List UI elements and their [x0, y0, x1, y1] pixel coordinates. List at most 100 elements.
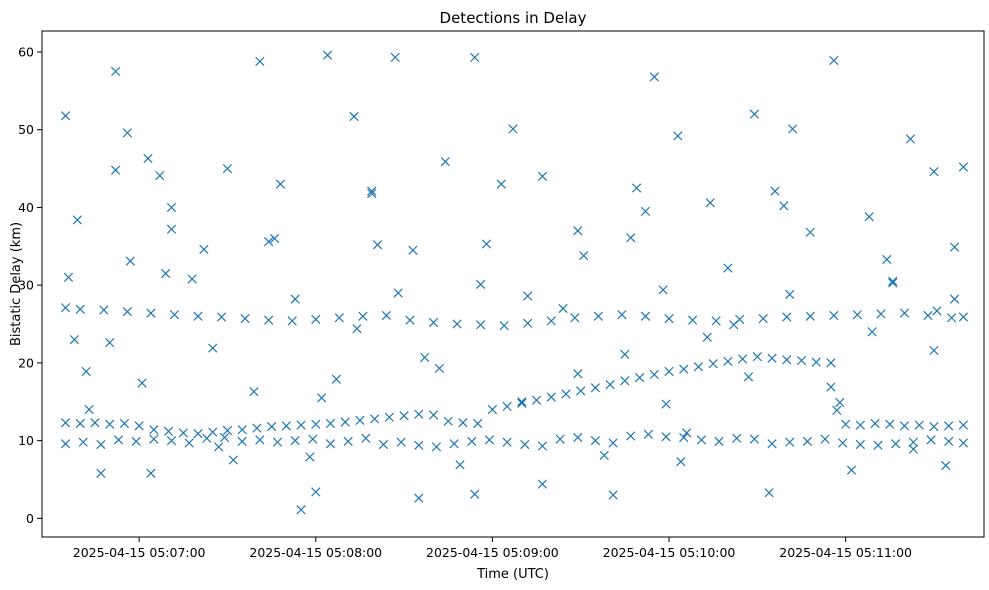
- data-point: [414, 440, 424, 450]
- data-point: [481, 239, 492, 249]
- data-point: [502, 437, 512, 447]
- data-point: [888, 278, 898, 288]
- data-point: [537, 441, 548, 451]
- data-point: [899, 421, 910, 431]
- data-point: [193, 311, 203, 321]
- y-axis-ticks: 0 10 20 30 40 50 60: [18, 44, 42, 526]
- data-point: [682, 428, 692, 438]
- data-point: [820, 434, 830, 444]
- data-point: [428, 410, 439, 420]
- data-point: [60, 439, 71, 449]
- data-point: [219, 432, 230, 443]
- data-point: [929, 167, 939, 177]
- data-point: [434, 363, 445, 373]
- data-point: [923, 310, 933, 321]
- data-point: [958, 162, 969, 172]
- data-point: [723, 356, 733, 366]
- y-tick-label: 0: [26, 511, 34, 526]
- data-point: [475, 320, 486, 330]
- data-point: [664, 366, 674, 377]
- x-tick-label: 2025-04-15 05:10:00: [603, 545, 736, 560]
- data-point: [449, 439, 459, 449]
- data-point: [428, 317, 439, 328]
- data-point: [355, 415, 365, 426]
- data-point: [785, 437, 795, 447]
- data-point: [458, 418, 468, 428]
- data-point: [78, 437, 88, 447]
- data-point: [826, 382, 836, 392]
- data-point: [184, 438, 194, 448]
- data-point: [69, 334, 80, 345]
- data-point: [705, 198, 715, 208]
- data-point: [317, 393, 327, 403]
- x-axis-title: Time (UTC): [476, 567, 549, 582]
- data-point: [520, 439, 530, 450]
- data-point: [764, 488, 774, 498]
- data-point: [81, 366, 91, 377]
- data-point: [891, 439, 901, 449]
- data-point: [381, 310, 392, 321]
- data-point: [711, 316, 721, 326]
- y-tick-label: 60: [18, 44, 34, 59]
- x-axis-ticks: 2025-04-15 05:07:00 2025-04-15 05:08:00 20…: [73, 537, 912, 560]
- data-point: [626, 431, 636, 441]
- data-point: [899, 308, 910, 318]
- data-point: [714, 436, 724, 447]
- data-point: [414, 493, 424, 503]
- data-point: [537, 171, 548, 181]
- data-point: [349, 111, 359, 122]
- data-point: [929, 422, 939, 432]
- data-point: [255, 435, 265, 445]
- data-point: [334, 313, 344, 323]
- data-point: [281, 421, 291, 431]
- data-point: [749, 109, 760, 119]
- data-point: [443, 416, 453, 426]
- data-point: [599, 450, 609, 461]
- data-point: [664, 313, 674, 324]
- data-point: [946, 313, 957, 323]
- data-point: [517, 398, 527, 408]
- data-point: [119, 418, 130, 429]
- data-point: [222, 425, 233, 436]
- data-point: [96, 468, 106, 478]
- data-point: [558, 303, 568, 314]
- data-point: [296, 505, 306, 515]
- data-point: [752, 352, 762, 362]
- data-point: [944, 421, 954, 431]
- data-point: [852, 310, 863, 320]
- data-point: [358, 311, 368, 321]
- x-tick-label: 2025-04-15 05:08:00: [249, 545, 382, 560]
- data-point: [661, 432, 671, 442]
- data-point: [679, 432, 689, 443]
- data-point: [864, 212, 874, 222]
- data-point: [237, 436, 247, 447]
- data-point: [661, 399, 671, 409]
- data-point: [838, 438, 848, 448]
- data-point: [290, 294, 300, 304]
- x-tick-label: 2025-04-15 05:09:00: [426, 545, 559, 560]
- data-point: [414, 409, 424, 419]
- data-point: [396, 437, 406, 447]
- data-point: [590, 383, 601, 393]
- data-point: [496, 179, 506, 189]
- data-point: [367, 188, 377, 199]
- data-point: [867, 327, 877, 337]
- data-point: [296, 420, 306, 430]
- data-point: [325, 418, 336, 429]
- data-point: [885, 419, 895, 429]
- data-point: [679, 364, 689, 374]
- data-point: [331, 374, 341, 384]
- data-point: [605, 380, 615, 390]
- data-point: [770, 186, 780, 196]
- data-point: [187, 274, 197, 284]
- data-point: [75, 418, 85, 429]
- data-point: [208, 343, 218, 353]
- data-point: [384, 412, 394, 422]
- data-point: [561, 389, 571, 399]
- data-point: [90, 418, 100, 428]
- data-point: [811, 357, 821, 367]
- data-markers: [60, 50, 969, 515]
- data-point: [649, 369, 659, 380]
- data-point: [343, 436, 353, 447]
